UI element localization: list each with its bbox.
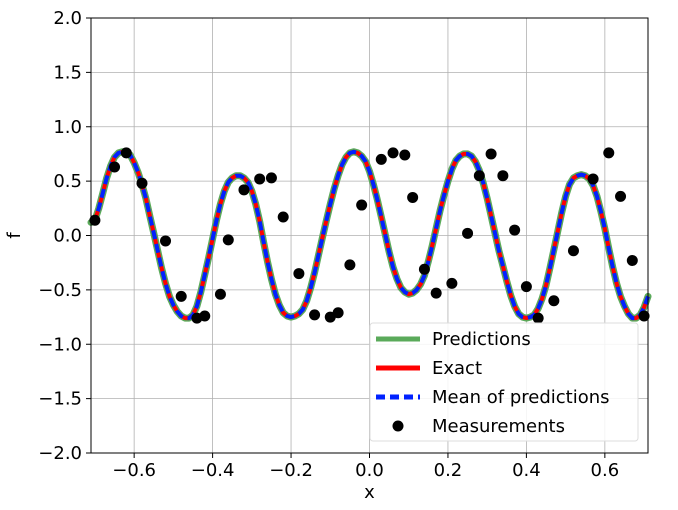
measurement-point: [418, 263, 430, 275]
x-tick-label: 0.0: [355, 460, 384, 481]
measurement-point: [520, 281, 532, 293]
measurement-point: [309, 309, 321, 321]
curve-layer: [87, 148, 652, 322]
measurement-point: [615, 190, 627, 202]
measurement-point: [238, 184, 250, 196]
x-tick-label: −0.2: [269, 460, 313, 481]
measurement-point: [407, 191, 419, 203]
measurement-point: [548, 295, 560, 307]
axis-ticks: −0.6 −0.4 −0.2 0.0 0.2 0.4 0.6 −2.0 −1.5 −1.0 −0.5…: [38, 8, 619, 481]
measurement-point: [160, 235, 172, 247]
measurement-point: [399, 149, 411, 161]
legend-box: [369, 322, 639, 442]
measurement-point: [356, 199, 368, 211]
measurement-point: [344, 259, 356, 271]
measurement-point: [332, 307, 344, 319]
legend: Predictions Exact Mean of predictions Me…: [369, 322, 639, 442]
legend-label-measurements: Measurements: [432, 416, 565, 437]
measurement-point: [603, 147, 615, 159]
measurement-point: [375, 153, 387, 165]
measurement-point: [175, 290, 187, 302]
y-tick-label: 1.5: [53, 62, 82, 83]
measurement-point: [387, 147, 399, 159]
x-tick-label: −0.6: [112, 460, 156, 481]
measurement-point: [293, 268, 305, 280]
measurement-point: [214, 288, 226, 300]
y-tick-label: 0.0: [53, 226, 82, 247]
measurement-point: [109, 161, 121, 173]
legend-label-mean: Mean of predictions: [432, 387, 610, 408]
measurement-point: [430, 287, 442, 299]
y-tick-label: −0.5: [38, 280, 82, 301]
y-tick-label: 1.0: [53, 117, 82, 138]
y-tick-label: −1.0: [38, 334, 82, 355]
legend-swatch-measurements: [392, 420, 404, 432]
measurement-point: [446, 277, 458, 289]
measurement-point: [277, 211, 289, 223]
x-axis-label: x: [364, 482, 375, 503]
measurement-point: [120, 147, 132, 159]
x-tick-label: 0.4: [512, 460, 541, 481]
y-tick-label: 2.0: [53, 8, 82, 29]
measurement-points: [89, 147, 650, 324]
measurement-point: [485, 148, 497, 160]
y-tick-label: −1.5: [38, 389, 82, 410]
y-tick-label: −2.0: [38, 443, 82, 464]
measurement-point: [567, 245, 579, 257]
measurement-point: [265, 172, 277, 184]
mean-of-predictions-line: [90, 149, 650, 321]
measurement-point: [626, 255, 638, 267]
measurement-point: [254, 173, 266, 185]
measurement-point: [497, 170, 509, 182]
measurement-point: [509, 224, 521, 236]
legend-label-exact: Exact: [432, 358, 482, 379]
measurement-point: [136, 177, 148, 189]
measurement-point: [532, 312, 544, 324]
measurement-point: [199, 310, 211, 322]
measurement-point: [587, 173, 599, 185]
y-axis-label: f: [4, 232, 25, 239]
measurement-point: [89, 214, 101, 226]
x-tick-label: 0.6: [591, 460, 620, 481]
legend-label-predictions: Predictions: [432, 329, 531, 350]
measurement-point: [473, 170, 485, 182]
x-tick-label: 0.2: [434, 460, 463, 481]
measurement-point: [462, 227, 474, 239]
measurement-point: [222, 234, 234, 246]
x-tick-label: −0.4: [191, 460, 235, 481]
y-tick-label: 0.5: [53, 171, 82, 192]
measurement-point: [638, 310, 650, 322]
